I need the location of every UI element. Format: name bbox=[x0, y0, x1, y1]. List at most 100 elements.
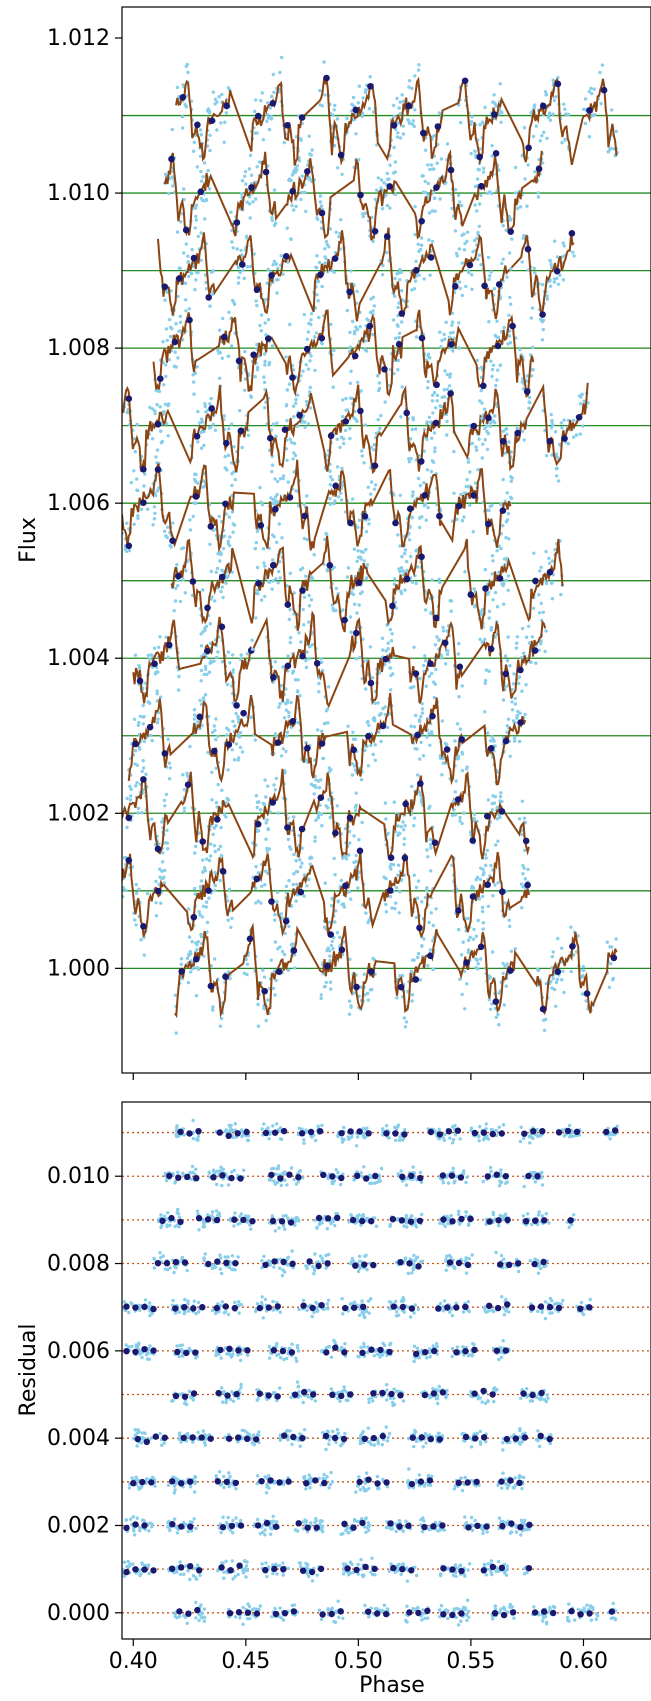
binned-point bbox=[524, 882, 531, 889]
raw-point bbox=[274, 732, 277, 735]
raw-point bbox=[513, 739, 516, 742]
raw-point bbox=[185, 242, 188, 245]
raw-point bbox=[611, 978, 614, 981]
raw-point bbox=[231, 720, 234, 723]
binned-point bbox=[428, 254, 435, 261]
raw-point bbox=[493, 421, 496, 424]
raw-point bbox=[133, 523, 136, 526]
raw-point bbox=[484, 568, 487, 571]
raw-point bbox=[531, 635, 534, 638]
raw-point bbox=[517, 682, 520, 685]
raw-point bbox=[156, 448, 159, 451]
raw-point bbox=[176, 86, 179, 89]
raw-point bbox=[262, 375, 265, 378]
raw-point bbox=[579, 432, 582, 435]
raw-point bbox=[412, 418, 415, 421]
raw-point bbox=[582, 969, 585, 972]
raw-point bbox=[539, 318, 542, 321]
raw-point bbox=[441, 719, 444, 722]
residual-binned-point bbox=[481, 1567, 487, 1573]
raw-point bbox=[305, 363, 308, 366]
raw-point bbox=[162, 383, 165, 386]
residual-raw-point bbox=[316, 1573, 319, 1576]
raw-point bbox=[494, 591, 497, 594]
raw-point bbox=[219, 121, 222, 124]
binned-point bbox=[458, 736, 465, 743]
binned-point bbox=[342, 883, 349, 890]
residual-binned-point bbox=[408, 1567, 414, 1573]
raw-point bbox=[175, 1031, 178, 1034]
raw-point bbox=[317, 316, 320, 319]
binned-point bbox=[240, 710, 247, 717]
raw-point bbox=[163, 299, 166, 302]
raw-point bbox=[310, 148, 313, 151]
raw-point bbox=[266, 818, 269, 821]
binned-point bbox=[482, 585, 489, 592]
raw-point bbox=[216, 567, 219, 570]
raw-point bbox=[428, 744, 431, 747]
raw-point bbox=[248, 167, 251, 170]
raw-point bbox=[425, 886, 428, 889]
binned-point bbox=[247, 936, 254, 943]
raw-point bbox=[294, 489, 297, 492]
residual-binned-point bbox=[282, 1610, 288, 1616]
raw-point bbox=[590, 92, 593, 95]
raw-point bbox=[187, 981, 190, 984]
binned-point bbox=[254, 876, 261, 883]
raw-point bbox=[213, 826, 216, 829]
binned-point bbox=[488, 745, 495, 752]
raw-point bbox=[134, 923, 137, 926]
raw-point bbox=[514, 947, 517, 950]
residual-raw-point bbox=[511, 1605, 514, 1608]
binned-point bbox=[470, 492, 477, 499]
binned-point bbox=[485, 415, 492, 422]
raw-point bbox=[316, 728, 319, 731]
raw-point bbox=[356, 381, 359, 384]
raw-point bbox=[256, 1003, 259, 1006]
raw-point bbox=[544, 550, 547, 553]
raw-point bbox=[446, 388, 449, 391]
raw-point bbox=[406, 118, 409, 121]
residual-binned-point bbox=[532, 1609, 538, 1615]
raw-point bbox=[271, 579, 274, 582]
raw-point bbox=[415, 747, 418, 750]
raw-point bbox=[606, 941, 609, 944]
raw-point bbox=[208, 662, 211, 665]
raw-point bbox=[285, 459, 288, 462]
raw-point bbox=[216, 735, 219, 738]
binned-point bbox=[289, 374, 296, 381]
raw-point bbox=[468, 504, 471, 507]
raw-point bbox=[288, 618, 291, 621]
raw-point bbox=[482, 921, 485, 924]
residual-raw-point bbox=[350, 1563, 353, 1566]
raw-point bbox=[263, 976, 266, 979]
raw-point bbox=[254, 98, 257, 101]
binned-point bbox=[193, 493, 200, 500]
residual-binned-point bbox=[178, 1523, 184, 1529]
binned-point bbox=[239, 261, 246, 268]
raw-point bbox=[287, 925, 290, 928]
residual-raw-point bbox=[341, 1617, 344, 1620]
raw-point bbox=[414, 427, 417, 430]
raw-point bbox=[581, 992, 584, 995]
raw-point bbox=[352, 834, 355, 837]
raw-point bbox=[349, 269, 352, 272]
residual-raw-point bbox=[278, 1606, 281, 1609]
raw-point bbox=[240, 192, 243, 195]
residual-raw-point bbox=[168, 1529, 171, 1532]
raw-point bbox=[134, 784, 137, 787]
raw-point bbox=[133, 762, 136, 765]
raw-point bbox=[214, 738, 217, 741]
raw-point bbox=[327, 798, 330, 801]
raw-point bbox=[294, 205, 297, 208]
raw-point bbox=[336, 804, 339, 807]
raw-point bbox=[424, 659, 427, 662]
raw-point bbox=[431, 394, 434, 397]
raw-point bbox=[440, 773, 443, 776]
raw-point bbox=[313, 369, 316, 372]
raw-point bbox=[290, 441, 293, 444]
residual-raw-point bbox=[553, 1606, 556, 1609]
raw-point bbox=[246, 963, 249, 966]
raw-point bbox=[355, 854, 358, 857]
raw-point bbox=[339, 218, 342, 221]
